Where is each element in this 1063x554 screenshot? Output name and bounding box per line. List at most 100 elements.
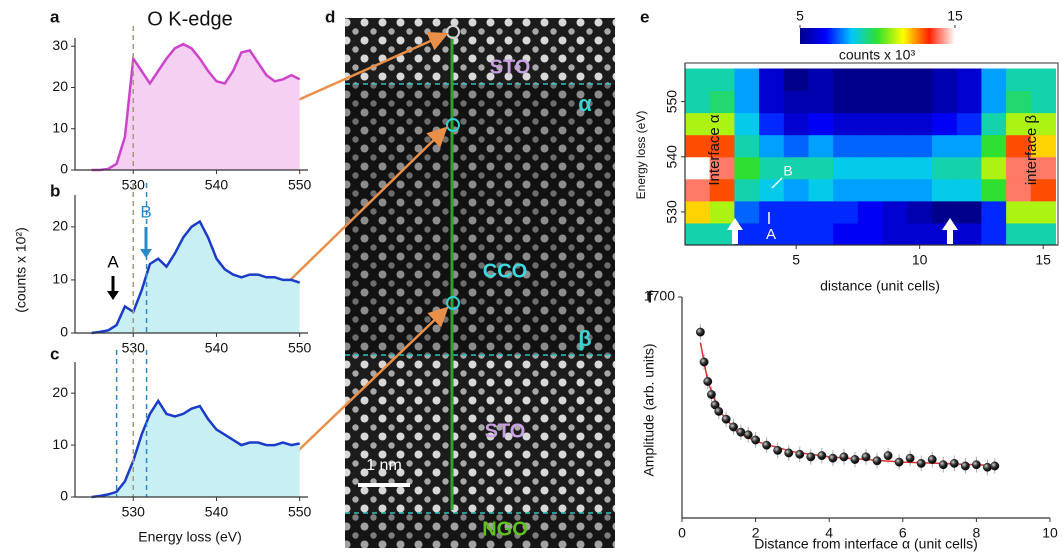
heatmap-cell — [709, 200, 735, 224]
stem-image — [345, 18, 615, 548]
heatmap-cell — [1006, 178, 1032, 202]
y-tick-label: 30 — [52, 37, 68, 53]
heatmap-cell — [956, 90, 982, 114]
heatmap-cell — [981, 178, 1007, 202]
x-tick-label: 5 — [792, 252, 800, 268]
data-point — [817, 451, 827, 461]
heatmap-cell — [956, 112, 982, 136]
layer-label: β — [578, 326, 591, 351]
heatmap-cell — [808, 156, 834, 180]
annotation: interface β — [1023, 114, 1040, 185]
heatmap-cell — [759, 156, 785, 180]
heatmap-cell — [907, 200, 933, 224]
x-tick-label: 8 — [973, 525, 981, 541]
x-tick-label: 10 — [1042, 525, 1058, 541]
layer-label: STO — [485, 420, 526, 442]
heatmap-cell — [833, 178, 859, 202]
annotation: A — [766, 226, 776, 243]
heatmap-cell — [1030, 156, 1057, 180]
y-tick-label: 10 — [52, 436, 68, 452]
colorbar-tick-label: 5 — [796, 8, 804, 24]
y-tick-label: 20 — [52, 218, 68, 234]
layer-label: α — [578, 91, 592, 116]
y-tick-label: 0 — [60, 324, 68, 340]
heatmap-cell — [833, 222, 859, 246]
heatmap-cell — [907, 156, 933, 180]
x-axis-label: Energy loss (eV) — [138, 529, 241, 545]
heatmap-cell — [783, 90, 810, 114]
heatmap-cell — [685, 156, 711, 180]
heatmap-cell — [808, 90, 834, 114]
heatmap-cell — [783, 68, 810, 92]
heatmap-cell — [981, 200, 1007, 224]
data-point — [714, 406, 724, 416]
heatmap-cell — [932, 112, 958, 136]
heatmap-cell — [932, 200, 958, 224]
data-point — [971, 460, 981, 470]
pointer-arrow — [279, 306, 449, 469]
y-tick-label: 10 — [52, 271, 68, 287]
heatmap-cell — [882, 222, 908, 246]
heatmap-cell — [808, 68, 834, 92]
heatmap-cell — [783, 200, 810, 224]
heatmap-cell — [709, 156, 735, 180]
heatmap-cell — [981, 134, 1007, 158]
data-point — [894, 457, 904, 467]
heatmap-cell — [981, 90, 1007, 114]
data-point — [699, 357, 709, 367]
heatmap-cell — [783, 134, 810, 158]
heatmap-cell — [882, 200, 908, 224]
heatmap-cell — [808, 178, 834, 202]
heatmap-cell — [734, 200, 760, 224]
data-point — [743, 430, 753, 440]
heatmap-cell — [1030, 178, 1057, 202]
heatmap-cell — [857, 222, 884, 246]
heatmap-cell — [685, 90, 711, 114]
heatmap-cell — [1030, 200, 1057, 224]
heatmap-cell — [1030, 112, 1057, 136]
area — [91, 400, 300, 497]
heatmap-cell — [857, 134, 884, 158]
panel-letter: f — [647, 287, 653, 306]
panel-letter: d — [325, 7, 335, 26]
heatmap-cell — [833, 156, 859, 180]
heatmap-cell — [907, 68, 933, 92]
heatmap-cell — [783, 156, 810, 180]
chart-title: O K-edge — [147, 8, 233, 30]
heatmap-cell — [932, 156, 958, 180]
marker-arrow — [771, 177, 783, 189]
x-tick-label: 2 — [752, 525, 760, 541]
y-axis-label: Amplitude (arb. units) — [641, 343, 657, 476]
layer-label: STO — [490, 56, 531, 78]
data-point — [751, 435, 761, 445]
annotation: B — [783, 163, 792, 179]
y-tick-label: 530 — [664, 200, 680, 224]
image-shade — [345, 513, 615, 548]
heatmap-cell — [907, 112, 933, 136]
y-tick-label: 0 — [60, 488, 68, 504]
heatmap-cell — [734, 156, 760, 180]
data-point — [850, 455, 860, 464]
heatmap-cell — [783, 112, 810, 136]
marker-arrow — [727, 218, 743, 244]
annotation-arrowhead — [140, 249, 152, 258]
panel-letter: e — [640, 7, 649, 26]
line — [91, 219, 301, 335]
heatmap-cell — [759, 200, 785, 224]
heatmap-cell — [734, 68, 760, 92]
heatmap-cell — [981, 222, 1007, 246]
area — [91, 44, 300, 171]
heatmap-cell — [932, 90, 958, 114]
heatmap-cell — [734, 178, 760, 202]
heatmap-cell — [882, 156, 908, 180]
x-tick-label: 530 — [122, 504, 146, 520]
x-tick-label: 0 — [678, 525, 686, 541]
data-point — [773, 445, 783, 455]
data-point — [861, 452, 871, 462]
heatmap-cell — [956, 178, 982, 202]
line — [91, 398, 300, 499]
heatmap-cell — [907, 90, 933, 114]
heatmap-cell — [1030, 90, 1057, 114]
data-point — [839, 452, 849, 462]
